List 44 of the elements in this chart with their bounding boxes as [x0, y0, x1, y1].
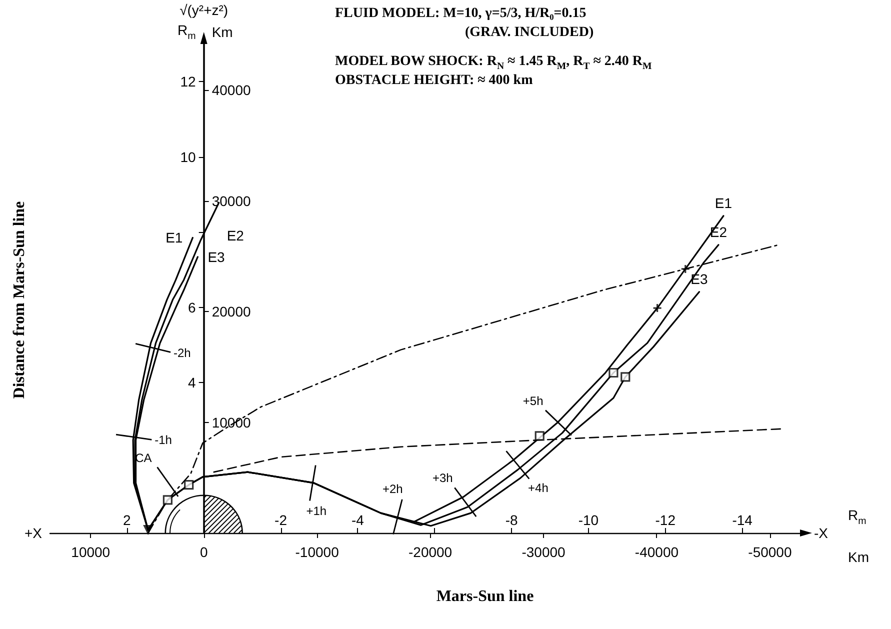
text: E3	[208, 248, 225, 265]
annotation: +1h	[306, 504, 327, 518]
x2-tick-label: 0	[200, 544, 208, 560]
x-tick-label: -10	[578, 512, 599, 528]
x-tick-label: -8	[505, 512, 518, 528]
annotation: +3h	[432, 471, 453, 486]
text: -X	[814, 525, 828, 541]
text: MODEL BOW SHOCK: R$_{N}$ ≈ 1.45 R$_{M}$, R$_{T}$ ≈ 2.40 R$_{M}$ OBSTACLE HEIGHT: ≈ 400 km	[335, 54, 652, 88]
x-tick-label: -2	[274, 512, 288, 528]
text: R$_{m}$	[178, 22, 196, 42]
x2-tick-label: -10000	[295, 544, 340, 560]
annotation: -1h	[154, 433, 172, 448]
y-axis-title: Distance from Mars-Sun line	[11, 201, 29, 399]
annotation: +5h	[522, 394, 544, 408]
y2-tick-label: 20000	[212, 304, 251, 320]
text: √(y²+z²)	[180, 2, 228, 18]
x-tick-label: 2	[123, 512, 132, 528]
y-tick-label: 12	[180, 74, 196, 90]
x-tick-label: -14	[732, 512, 753, 528]
x2-axis-title: Km	[848, 549, 869, 565]
y2-tick-label: 40000	[212, 82, 251, 98]
annotation: -2h	[173, 346, 191, 360]
x-axis-title: Mars-Sun line	[436, 588, 534, 606]
annotation: +4h	[528, 481, 548, 496]
text: +X	[24, 525, 42, 541]
x2-tick-label: -40000	[634, 544, 679, 560]
x2-tick-label: -50000	[748, 544, 792, 560]
y2-tick-label: 30000	[212, 192, 251, 209]
y2-tick-label: 10000	[212, 414, 251, 430]
series-label: E1	[166, 230, 183, 246]
y-tick-label: 6	[188, 299, 196, 316]
y2-axis-title: Km	[212, 24, 233, 40]
annotation: +2h	[382, 482, 403, 496]
text: R$_{m}$	[848, 507, 866, 527]
text: E2	[226, 228, 244, 244]
x-tick-label: -12	[655, 512, 676, 528]
x2-tick-label: -20000	[408, 544, 452, 560]
x-tick-label: -4	[351, 512, 364, 528]
y-tick-label: 4	[188, 374, 196, 391]
text: E1	[714, 194, 732, 211]
x2-tick-label: -30000	[522, 544, 566, 560]
y-tick-label: 10	[180, 148, 196, 165]
x2-tick-label: 10000	[71, 544, 110, 560]
chart-title: FLUID MODEL: M=10, γ=5/3, H/R₀=0.15 (GRAV. INCLUDED)	[335, 6, 594, 41]
